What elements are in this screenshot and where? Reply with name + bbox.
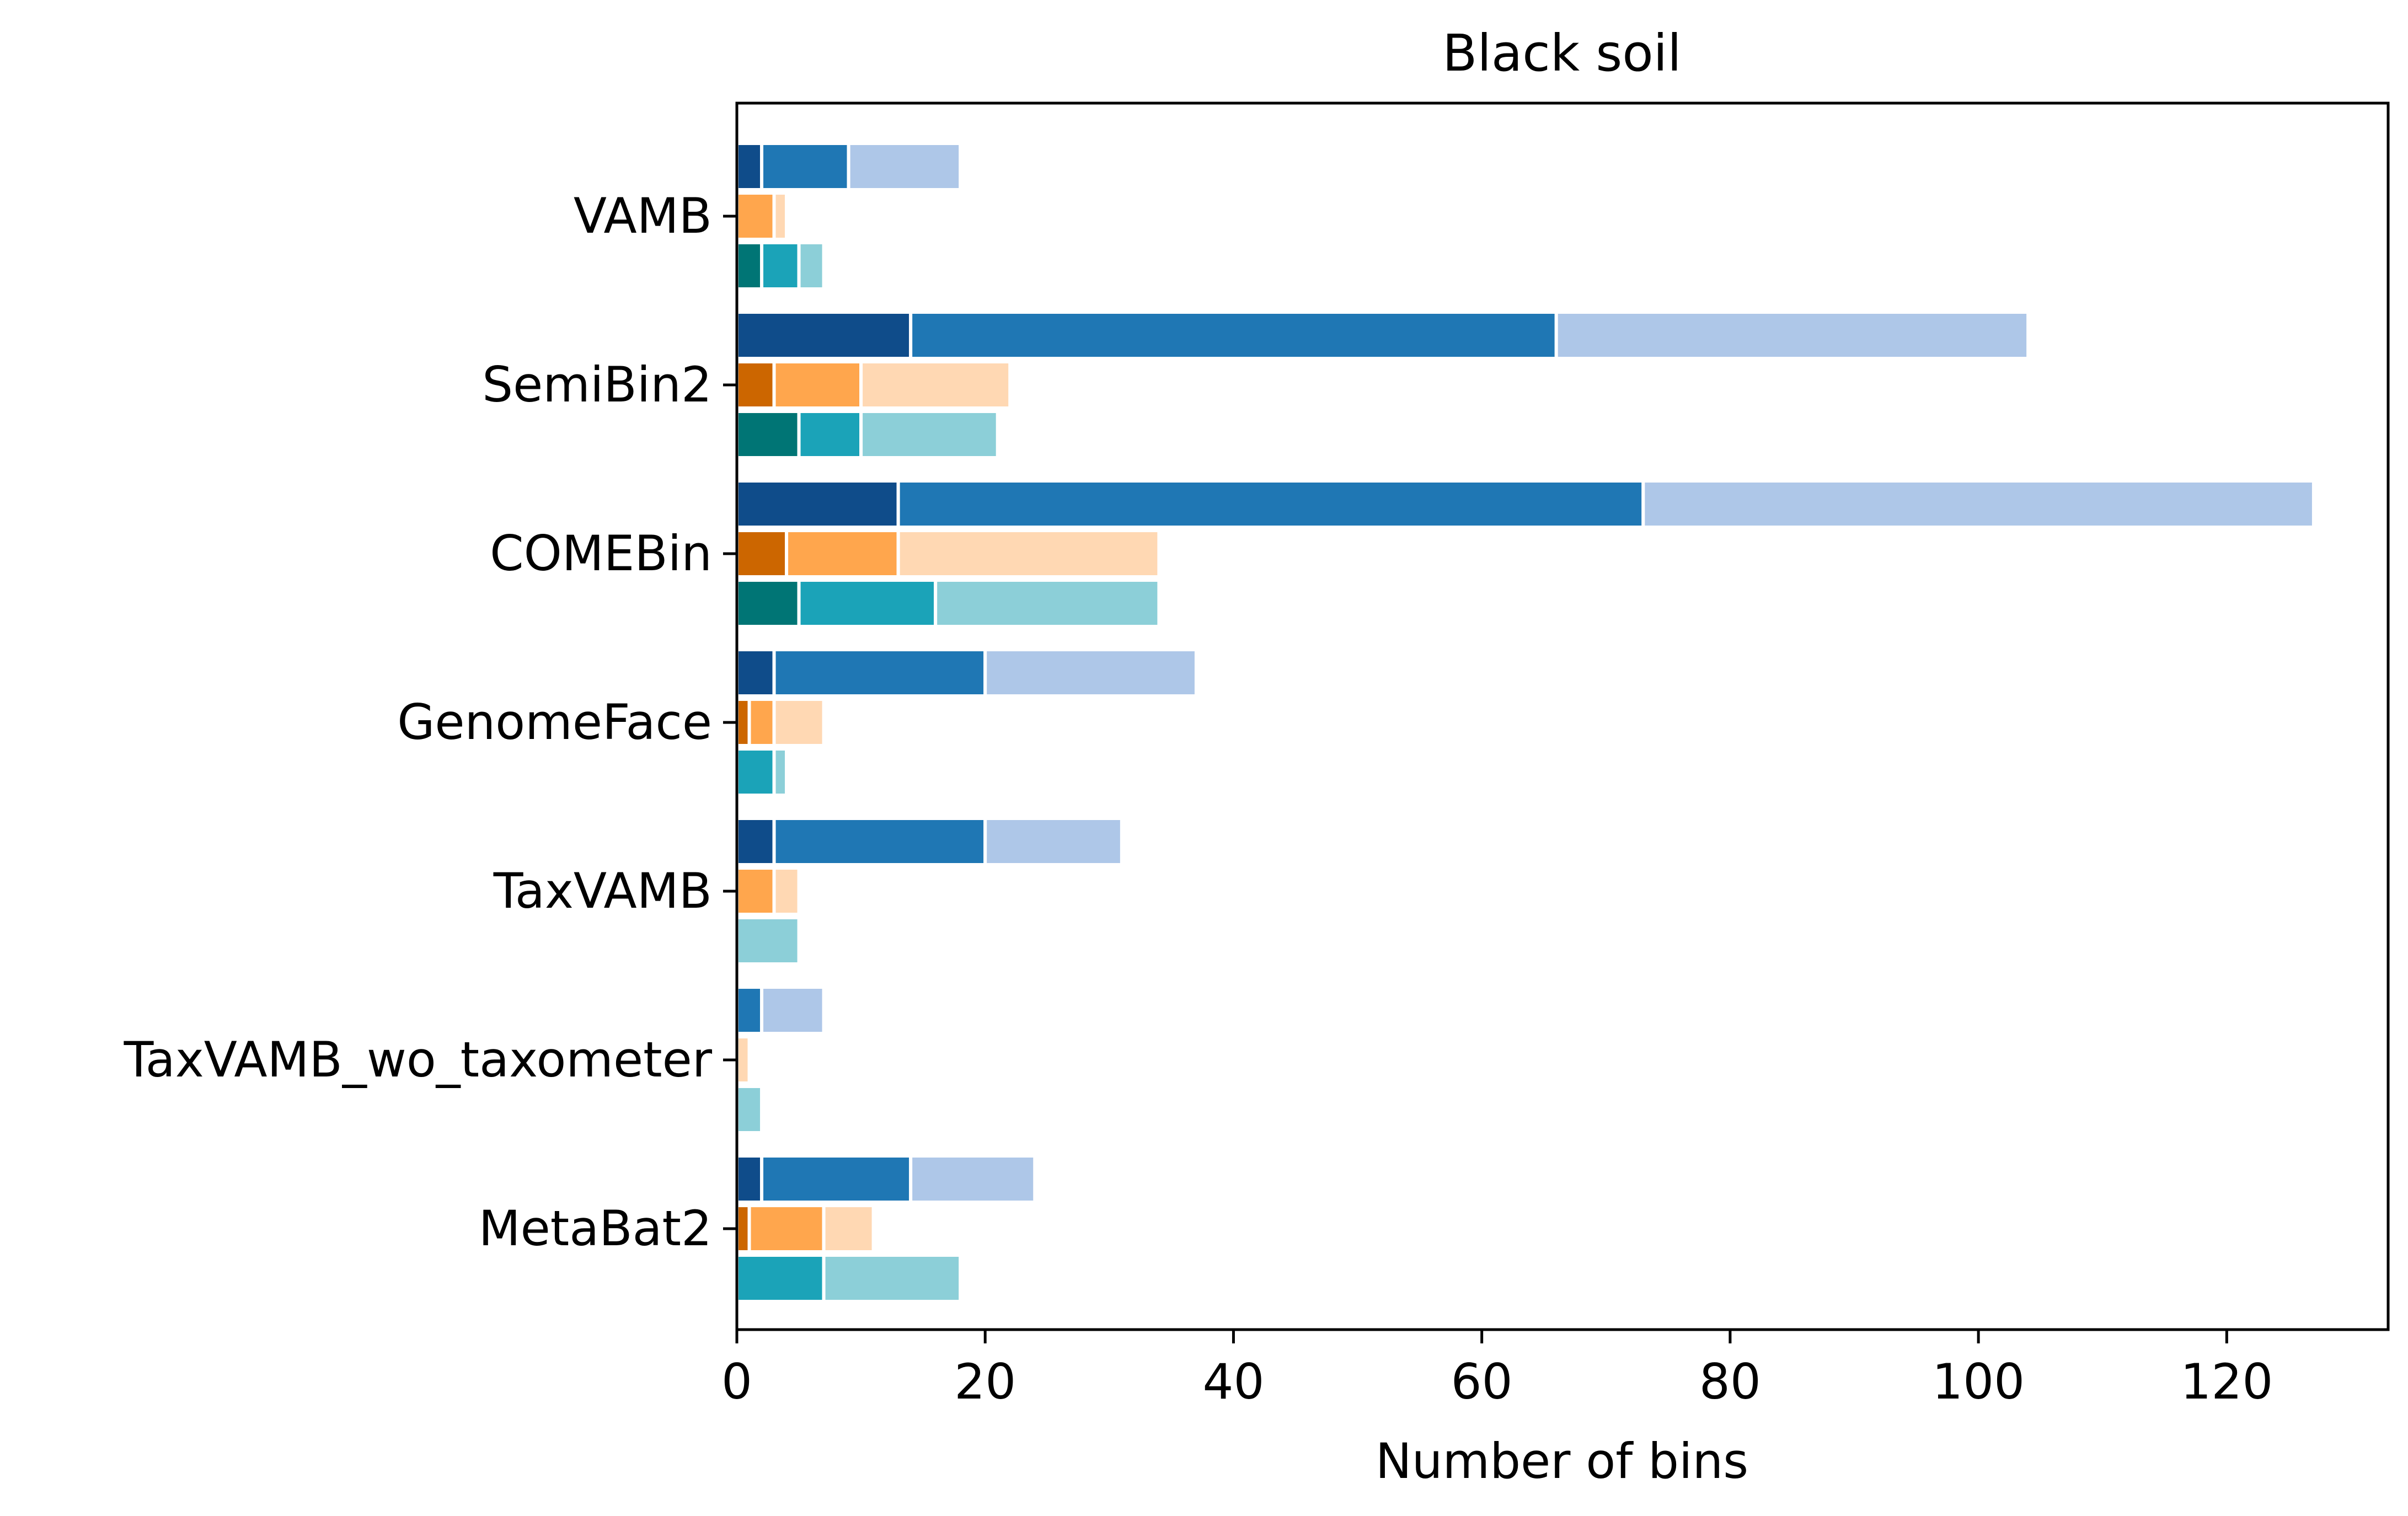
y-tick-label-taxvamb-wo-taxometer: TaxVAMB_wo_taxometer	[124, 1031, 713, 1088]
bar-taxvamb-row2-seg3	[772, 866, 801, 916]
bar-genomeface-row1-seg2	[772, 648, 987, 698]
bar-taxvamb-row2-seg2	[735, 866, 776, 916]
bar-comebin-row1-seg3	[1641, 479, 2315, 529]
x-tick-label-60: 60	[1451, 1353, 1513, 1410]
bar-comebin-row2-seg1	[735, 529, 789, 578]
y-tick-label-vamb: VAMB	[574, 188, 712, 244]
bar-genomeface-row1-seg1	[735, 648, 776, 698]
y-tick-label-taxvamb: TaxVAMB	[493, 863, 712, 919]
bar-genomeface-row3-seg2	[735, 747, 776, 797]
bar-comebin-row1-seg1	[735, 479, 900, 529]
bar-vamb-row1-seg2	[760, 142, 850, 191]
x-tick-label-20: 20	[954, 1353, 1016, 1410]
bar-semibin2-row1-seg2	[909, 310, 1558, 360]
bar-metabat2-row2-seg1	[735, 1204, 751, 1253]
bar-comebin-row3-seg1	[735, 578, 801, 628]
bar-metabat2-row1-seg2	[760, 1154, 913, 1204]
bar-metabat2-row3-seg3	[822, 1253, 962, 1303]
y-tick-label-metabat2: MetaBat2	[479, 1200, 712, 1257]
bar-vamb-row1-seg3	[847, 142, 962, 191]
bar-taxvamb-wo-taxometer-row1-seg3	[760, 985, 826, 1035]
bar-genomeface-row1-seg3	[983, 648, 1198, 698]
bar-comebin-row2-seg3	[896, 529, 1161, 578]
bar-vamb-row2-seg3	[772, 191, 789, 241]
bar-metabat2-row2-seg2	[747, 1204, 826, 1253]
bar-semibin2-row2-seg3	[859, 360, 1012, 410]
bar-comebin-row1-seg2	[896, 479, 1645, 529]
bar-semibin2-row3-seg3	[859, 410, 999, 459]
bar-taxvamb-row1-seg1	[735, 817, 776, 866]
bar-semibin2-row1-seg3	[1554, 310, 2030, 360]
plot-frame	[735, 101, 2390, 1331]
bar-vamb-row1-seg1	[735, 142, 764, 191]
x-tick-label-0: 0	[721, 1353, 752, 1410]
y-tick-label-semibin2: SemiBin2	[482, 356, 712, 413]
bars-group	[735, 142, 2315, 1303]
bar-vamb-row3-seg1	[735, 241, 764, 291]
bar-semibin2-row1-seg1	[735, 310, 913, 360]
bar-metabat2-row2-seg3	[822, 1204, 875, 1253]
bar-comebin-row3-seg3	[934, 578, 1161, 628]
y-axis-ticks: VAMB SemiBin2 COMEBin GenomeFace TaxVAMB TaxV…	[124, 188, 737, 1257]
x-tick-label-120: 120	[2180, 1353, 2273, 1410]
bar-taxvamb-wo-taxometer-row1-seg2	[735, 985, 764, 1035]
bar-genomeface-row2-seg3	[772, 698, 826, 747]
bar-metabat2-row1-seg1	[735, 1154, 764, 1204]
bar-vamb-row3-seg2	[760, 241, 801, 291]
bar-metabat2-row3-seg2	[735, 1253, 826, 1303]
bar-taxvamb-row3-seg3	[735, 916, 801, 966]
bar-taxvamb-row1-seg2	[772, 817, 987, 866]
bar-metabat2-row1-seg3	[909, 1154, 1037, 1204]
bar-vamb-row2-seg2	[735, 191, 776, 241]
bar-semibin2-row2-seg2	[772, 360, 863, 410]
bar-genomeface-row3-seg3	[772, 747, 789, 797]
x-axis-ticks: 0 20 40 60 80 100 120	[721, 1330, 2273, 1410]
y-tick-label-comebin: COMEBin	[490, 525, 712, 582]
bar-taxvamb-wo-taxometer-row2-seg3	[735, 1035, 751, 1085]
bar-vamb-row3-seg3	[797, 241, 826, 291]
x-tick-label-100: 100	[1932, 1353, 2025, 1410]
bar-semibin2-row3-seg1	[735, 410, 801, 459]
x-tick-label-40: 40	[1202, 1353, 1264, 1410]
bar-taxvamb-wo-taxometer-row3-seg3	[735, 1085, 764, 1134]
y-tick-label-genomeface: GenomeFace	[397, 694, 712, 751]
bar-semibin2-row2-seg1	[735, 360, 776, 410]
bar-comebin-row2-seg2	[785, 529, 900, 578]
bar-genomeface-row2-seg2	[747, 698, 776, 747]
chart-title: Black soil	[1442, 24, 1682, 83]
bar-taxvamb-row1-seg3	[983, 817, 1123, 866]
bar-semibin2-row3-seg2	[797, 410, 863, 459]
x-axis-label: Number of bins	[1376, 1433, 1748, 1490]
bar-comebin-row3-seg2	[797, 578, 938, 628]
bar-genomeface-row2-seg1	[735, 698, 751, 747]
x-tick-label-80: 80	[1699, 1353, 1761, 1410]
